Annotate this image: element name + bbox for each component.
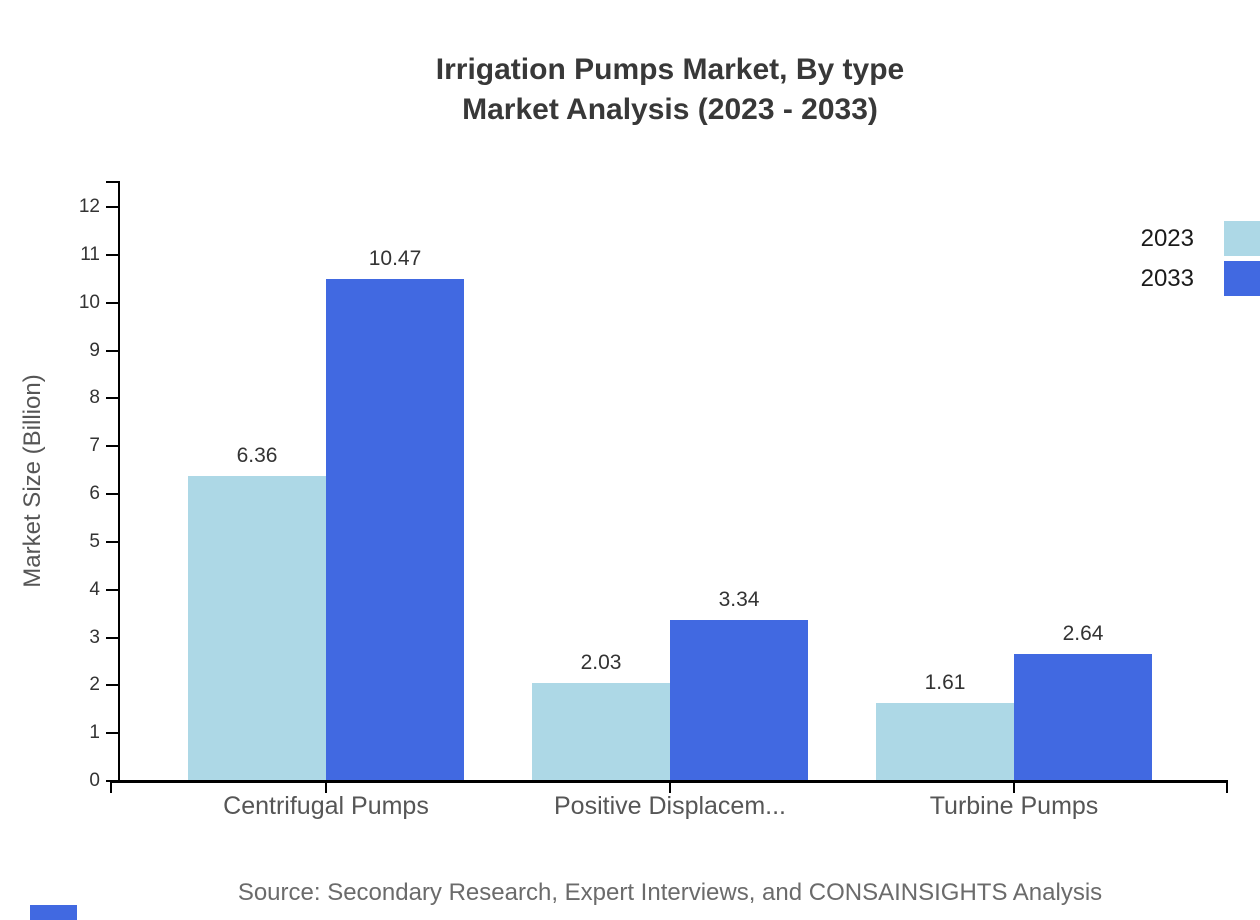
y-axis-tick-label: 11 bbox=[80, 244, 100, 265]
y-axis-tick-label: 7 bbox=[89, 435, 100, 456]
y-axis-tick-label: 3 bbox=[89, 627, 100, 648]
y-axis-tick bbox=[106, 493, 119, 495]
source-note: Source: Secondary Research, Expert Inter… bbox=[237, 879, 1103, 906]
legend-label: 2033 bbox=[1140, 264, 1194, 292]
y-axis-tick-label: 2 bbox=[89, 674, 100, 695]
y-axis-tick-label: 12 bbox=[78, 196, 100, 217]
bar-2033-1[interactable] bbox=[326, 279, 464, 780]
y-axis-tick bbox=[106, 732, 119, 734]
bar-2023-1[interactable] bbox=[188, 475, 326, 780]
bar-value-label: 1.61 bbox=[924, 670, 966, 694]
y-axis-tick-label: 6 bbox=[89, 483, 100, 504]
chart-title-line2: Market Analysis (2023 - 2033) bbox=[462, 93, 878, 126]
y-axis-tick-label: 8 bbox=[89, 387, 100, 408]
y-axis-tick bbox=[106, 350, 119, 352]
y-axis-tick bbox=[106, 445, 119, 447]
legend-label: 2023 bbox=[1140, 224, 1194, 252]
x-axis-category-label: Turbine Pumps bbox=[929, 792, 1099, 820]
chart-title-line1: Irrigation Pumps Market, By type bbox=[435, 53, 905, 86]
y-axis-tick bbox=[106, 684, 119, 686]
bar-value-label: 2.03 bbox=[580, 650, 622, 674]
x-axis-endcap bbox=[110, 780, 112, 793]
bar-value-label: 6.36 bbox=[236, 443, 278, 467]
bar-2023-3[interactable] bbox=[876, 702, 1014, 780]
y-axis-tick-label: 9 bbox=[89, 340, 100, 361]
x-axis-category-label: Centrifugal Pumps bbox=[223, 792, 429, 820]
legend-item-2023[interactable]: 2023 bbox=[1141, 221, 1260, 256]
y-axis-tick bbox=[106, 206, 119, 208]
bar-value-label: 10.47 bbox=[368, 247, 422, 271]
y-axis-tick bbox=[106, 541, 119, 543]
y-axis-title: Market Size (Billion) bbox=[19, 374, 46, 588]
x-axis-endcap bbox=[1226, 780, 1228, 793]
bar-2023-2[interactable] bbox=[532, 682, 670, 780]
x-axis-category-label: Positive Displacem... bbox=[553, 792, 787, 820]
chart-title: Irrigation Pumps Market, By type Market … bbox=[80, 50, 1260, 130]
x-axis-tick bbox=[669, 780, 671, 793]
bar-2033-3[interactable] bbox=[1014, 653, 1152, 780]
y-axis-tick-label: 0 bbox=[89, 770, 100, 791]
y-axis-tick-label: 10 bbox=[78, 292, 100, 313]
legend-swatch bbox=[1224, 261, 1260, 296]
legend-item-2033[interactable]: 2033 bbox=[1141, 261, 1260, 296]
logo-fragment bbox=[30, 905, 77, 920]
bar-value-label: 2.64 bbox=[1062, 621, 1104, 645]
y-axis-tick-label: 5 bbox=[89, 531, 100, 552]
legend-swatch bbox=[1224, 221, 1260, 256]
legend: 2023 2033 bbox=[1141, 221, 1260, 296]
y-axis-tick-label: 4 bbox=[89, 579, 100, 600]
y-axis-endcap bbox=[106, 181, 119, 183]
bar-value-label: 3.34 bbox=[718, 588, 760, 612]
x-axis-tick bbox=[1013, 780, 1015, 793]
y-axis-tick-label: 1 bbox=[89, 722, 100, 743]
x-axis-tick bbox=[325, 780, 327, 793]
y-axis-tick bbox=[106, 637, 119, 639]
y-axis-line bbox=[118, 181, 120, 782]
bar-2033-2[interactable] bbox=[670, 620, 808, 780]
y-axis-tick bbox=[106, 302, 119, 304]
y-axis-tick bbox=[106, 589, 119, 591]
y-axis-tick bbox=[106, 397, 119, 399]
y-axis-tick bbox=[106, 254, 119, 256]
